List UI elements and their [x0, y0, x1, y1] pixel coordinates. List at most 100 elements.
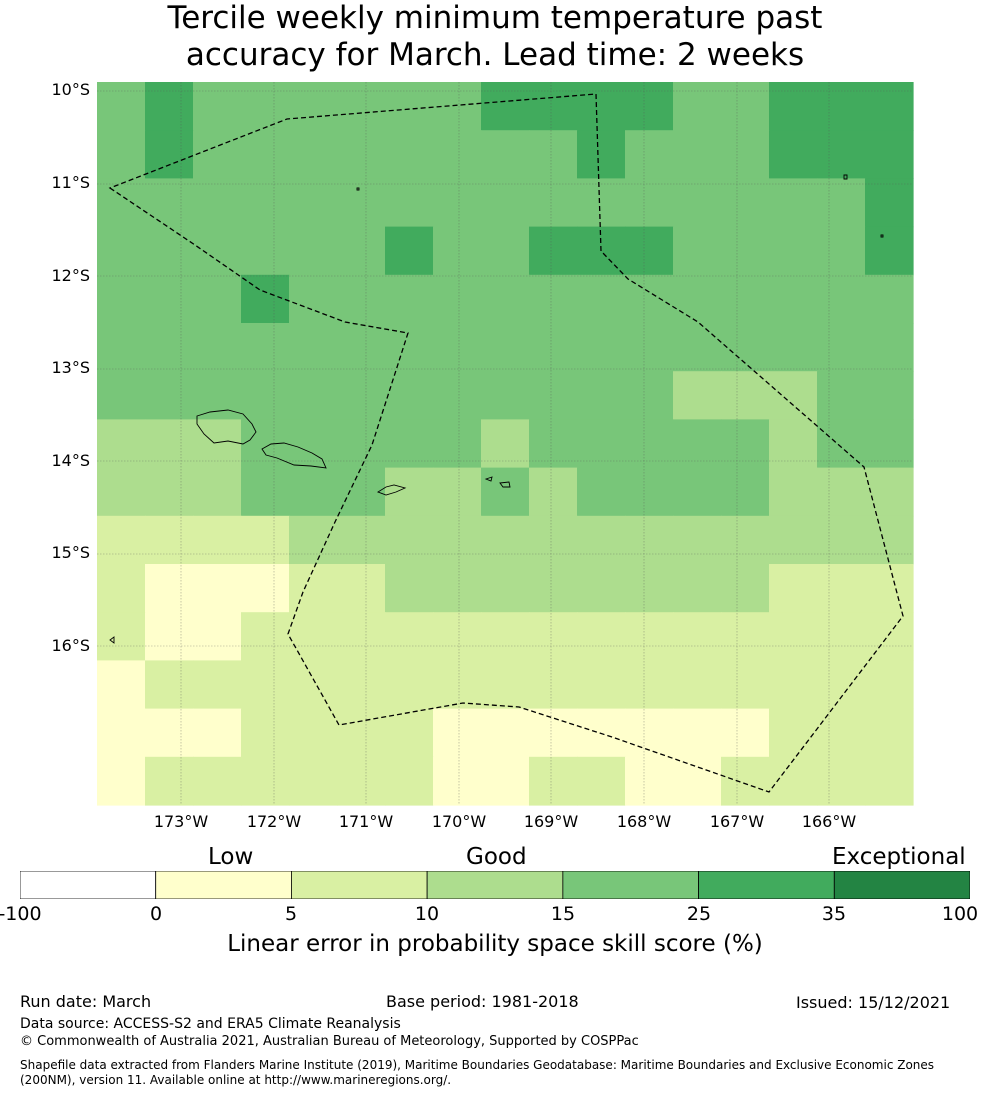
grid-cell — [721, 515, 770, 565]
grid-cell — [97, 756, 146, 806]
grid-cell — [97, 130, 146, 179]
grid-cell — [289, 612, 338, 661]
grid-cell — [193, 467, 242, 517]
grid-cell — [577, 660, 626, 710]
colorbar-segment — [155, 871, 292, 899]
lon-label: 168°W — [616, 812, 672, 831]
lat-label: 11°S — [51, 173, 90, 192]
grid-cell — [817, 419, 866, 469]
grid-cell — [769, 660, 818, 710]
lat-label: 12°S — [51, 266, 90, 285]
grid-cell — [529, 467, 578, 517]
grid-cell — [289, 564, 338, 613]
grid-cell — [769, 612, 818, 661]
grid-cell — [721, 226, 770, 276]
grid-cell — [193, 82, 242, 131]
grid-cell — [529, 515, 578, 565]
grid-cell — [289, 419, 338, 469]
grid-cell — [145, 564, 194, 613]
grid-cell — [241, 467, 290, 517]
grid-cell — [481, 660, 530, 710]
grid-cell — [97, 612, 146, 661]
grid-cell — [433, 515, 482, 565]
grid-cell — [481, 130, 530, 179]
grid-cell — [433, 130, 482, 179]
grid-cell — [193, 323, 242, 372]
grid-cell — [625, 708, 674, 758]
grid-cell — [289, 708, 338, 758]
grid-cell — [625, 564, 674, 613]
grid-cell — [385, 612, 434, 661]
grid-cell — [481, 226, 530, 276]
colorbar-segment — [20, 871, 157, 899]
grid-cell — [865, 178, 914, 228]
title-line-1: Tercile weekly minimum temperature past — [167, 0, 823, 36]
grid-cell — [481, 371, 530, 420]
lat-label: 16°S — [51, 636, 90, 655]
grid-cell — [481, 82, 530, 131]
grid-cell — [817, 708, 866, 758]
grid-cell — [241, 564, 290, 613]
grid-cell — [577, 419, 626, 469]
grid-cell — [145, 178, 194, 228]
title-line-2: accuracy for March. Lead time: 2 weeks — [185, 37, 805, 73]
grid-cell — [97, 226, 146, 276]
grid-cell — [865, 612, 914, 661]
lon-label: 173°W — [153, 812, 209, 831]
grid-cell — [433, 564, 482, 613]
grid-cell — [673, 612, 722, 661]
map-title: Tercile weekly minimum temperature past … — [0, 0, 990, 74]
grid-cell — [529, 226, 578, 276]
grid-cell — [385, 419, 434, 469]
grid-cell — [577, 130, 626, 179]
grid-cell — [529, 274, 578, 324]
grid-cell — [625, 467, 674, 517]
grid-cell — [865, 226, 914, 276]
grid-cell — [193, 515, 242, 565]
colorbar-tick: 35 — [821, 903, 847, 925]
grid-cell — [385, 564, 434, 613]
grid-cell — [673, 323, 722, 372]
grid-cell — [721, 564, 770, 613]
grid-cell — [289, 130, 338, 179]
grid-cell — [481, 419, 530, 469]
grid-cell — [97, 323, 146, 372]
grid-cell — [385, 708, 434, 758]
grid-cell — [145, 371, 194, 420]
grid-cell — [481, 467, 530, 517]
grid-cell — [817, 130, 866, 179]
lon-label: 171°W — [338, 812, 394, 831]
grid-cell — [769, 467, 818, 517]
grid-cell — [337, 708, 386, 758]
grid-cell — [193, 708, 242, 758]
upolu-island — [261, 442, 327, 469]
colorbar-tick: 15 — [550, 903, 576, 925]
legend-category-low: Low — [208, 844, 254, 870]
grid-cell — [865, 323, 914, 372]
grid-cell — [97, 708, 146, 758]
grid-cell — [193, 371, 242, 420]
grid-cell — [721, 612, 770, 661]
grid-cell — [337, 274, 386, 324]
grid-cell — [529, 660, 578, 710]
grid-cell — [817, 82, 866, 131]
grid-cell — [145, 612, 194, 661]
grid-cell — [865, 130, 914, 179]
grid-cell — [481, 564, 530, 613]
grid-cell — [337, 756, 386, 806]
grid-cell — [721, 323, 770, 372]
grid-cell — [337, 564, 386, 613]
grid-cell — [577, 612, 626, 661]
grid-cell — [145, 419, 194, 469]
grid-cell — [577, 467, 626, 517]
grid-cell — [529, 130, 578, 179]
grid-cell — [625, 226, 674, 276]
grid-cell — [817, 564, 866, 613]
grid-cell — [193, 660, 242, 710]
grid-cell — [817, 660, 866, 710]
grid-cell — [769, 226, 818, 276]
colorbar-tick: 100 — [941, 903, 979, 925]
grid-cell — [481, 756, 530, 806]
grid-cell — [865, 274, 914, 324]
grid-cell — [769, 323, 818, 372]
